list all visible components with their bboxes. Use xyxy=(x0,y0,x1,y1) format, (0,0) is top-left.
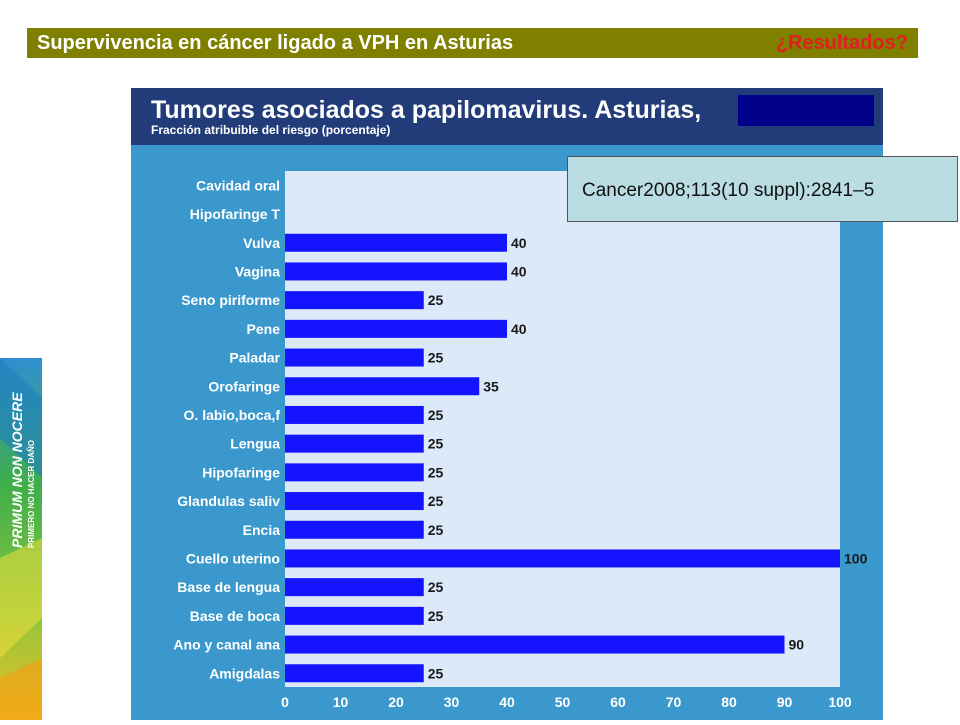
bar xyxy=(285,520,424,539)
category-label: O. labio,boca,f xyxy=(184,407,281,423)
bar xyxy=(285,319,507,338)
header-right-text: ¿Resultados? xyxy=(775,32,908,54)
x-tick-label: 70 xyxy=(666,694,682,710)
plot-area xyxy=(285,171,840,687)
bar-value-label: 100 xyxy=(844,550,868,566)
bar xyxy=(285,492,424,511)
primum-non-nocere-banner: PRIMUM NON NOCERE PRIMERO NO HACER DAÑO xyxy=(0,358,42,720)
reference-box: Cancer2008;113(10 suppl):2841–5 xyxy=(567,156,958,222)
category-label: Vagina xyxy=(235,263,280,279)
bar-value-label: 25 xyxy=(428,665,444,681)
bar xyxy=(285,377,480,396)
x-tick-label: 90 xyxy=(777,694,793,710)
category-label: Vulva xyxy=(243,235,280,251)
reference-text: Cancer2008;113(10 suppl):2841–5 xyxy=(582,180,875,201)
category-label: Base de lengua xyxy=(177,579,280,595)
x-tick-label: 80 xyxy=(721,694,737,710)
bar-value-label: 25 xyxy=(428,292,444,308)
bar xyxy=(285,405,424,424)
category-label: Cavidad oral xyxy=(196,177,280,193)
bar-value-label: 40 xyxy=(511,321,527,337)
bar xyxy=(285,434,424,453)
x-tick-label: 30 xyxy=(444,694,460,710)
bar-value-label: 25 xyxy=(428,493,444,509)
category-label: Encia xyxy=(243,522,281,538)
bar-value-label: 25 xyxy=(428,464,444,480)
category-label: Paladar xyxy=(229,350,280,366)
bar-value-label: 25 xyxy=(428,407,444,423)
bar-value-label: 90 xyxy=(789,637,805,653)
category-label: Hipofaringe xyxy=(202,464,280,480)
bar xyxy=(285,635,785,654)
banner-logo-text: PRIMUM NON NOCERE xyxy=(9,392,25,548)
banner-logo-subtext: PRIMERO NO HACER DAÑO xyxy=(27,440,36,548)
bar xyxy=(285,233,507,252)
bar xyxy=(285,606,424,625)
bar-value-label: 25 xyxy=(428,522,444,538)
bar-value-label: 25 xyxy=(428,436,444,452)
bar xyxy=(285,549,840,568)
category-label: Cuello uterino xyxy=(186,550,280,566)
bar xyxy=(285,463,424,482)
bar-value-label: 35 xyxy=(483,378,499,394)
header-bar: Supervivencia en cáncer ligado a VPH en … xyxy=(27,28,918,58)
banner-graphic: PRIMUM NON NOCERE PRIMERO NO HACER DAÑO xyxy=(0,358,42,720)
bar-value-label: 25 xyxy=(428,608,444,624)
x-tick-label: 50 xyxy=(555,694,571,710)
bar xyxy=(285,578,424,597)
slide-title: Supervivencia en cáncer ligado a VPH en … xyxy=(37,32,514,54)
category-label: Base de boca xyxy=(190,608,280,624)
category-label: Glandulas saliv xyxy=(177,493,280,509)
bar xyxy=(285,664,424,683)
x-tick-label: 60 xyxy=(610,694,626,710)
x-tick-label: 0 xyxy=(281,694,289,710)
x-tick-label: 100 xyxy=(828,694,852,710)
category-label: Ano y canal ana xyxy=(173,637,280,653)
category-label: Pene xyxy=(247,321,281,337)
category-label: Hipofaringe T xyxy=(190,206,281,222)
bar-value-label: 40 xyxy=(511,263,527,279)
redaction-block xyxy=(738,95,874,126)
x-tick-label: 20 xyxy=(388,694,404,710)
x-tick-label: 10 xyxy=(333,694,349,710)
chart-title: Tumores asociados a papilomavirus. Astur… xyxy=(151,96,701,124)
category-label: Orofaringe xyxy=(208,378,280,394)
bar-value-label: 40 xyxy=(511,235,527,251)
bar xyxy=(285,262,507,281)
category-label: Amigdalas xyxy=(209,665,280,681)
bar-value-label: 25 xyxy=(428,579,444,595)
chart-subtitle: Fracción atribuible del riesgo (porcenta… xyxy=(151,123,390,137)
bar xyxy=(285,348,424,367)
bar xyxy=(285,291,424,310)
category-label: Lengua xyxy=(230,436,280,452)
category-label: Seno piriforme xyxy=(181,292,280,308)
x-tick-label: 40 xyxy=(499,694,515,710)
bar-value-label: 25 xyxy=(428,350,444,366)
